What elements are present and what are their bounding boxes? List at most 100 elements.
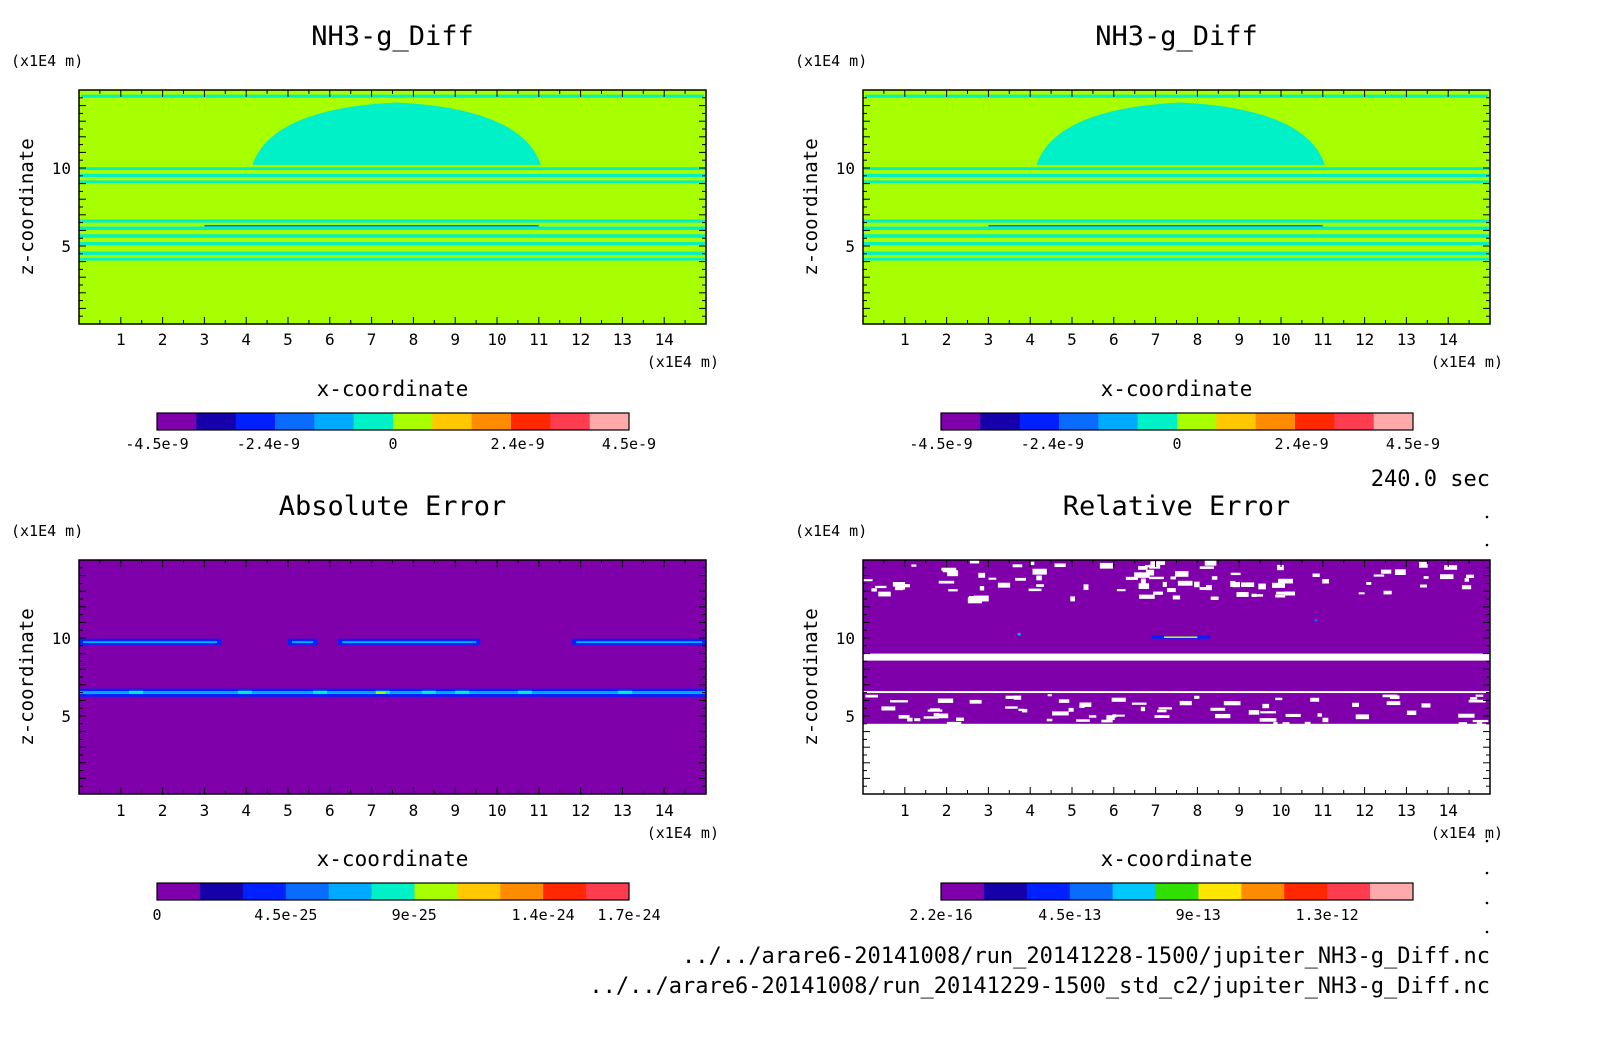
white-patch — [1352, 702, 1359, 707]
white-patch — [1389, 695, 1400, 699]
colorbar-swatch — [1255, 413, 1296, 430]
white-patch — [1068, 707, 1074, 712]
colorbar-tick-label: -4.5e-9 — [125, 435, 188, 453]
error-peak — [129, 690, 144, 694]
white-patch — [1236, 592, 1249, 597]
colorbar-swatch — [353, 413, 394, 430]
white-patch — [1058, 699, 1070, 703]
colorbar-swatch — [457, 883, 501, 900]
colorbar-tick-label: 2.4e-9 — [1275, 435, 1329, 453]
white-patch — [1475, 694, 1484, 697]
field-background — [79, 560, 706, 794]
x-tick-label: 13 — [613, 330, 632, 349]
white-patch — [875, 585, 887, 589]
white-patch — [1018, 708, 1024, 712]
x-tick-label: 9 — [1234, 330, 1244, 349]
white-patch — [1468, 699, 1486, 703]
white-patch — [1272, 582, 1286, 588]
white-patch — [1070, 596, 1076, 602]
margin-dot — [1485, 930, 1489, 934]
colorbar-swatch — [983, 883, 1028, 900]
x-axis-label: x-coordinate — [317, 377, 469, 401]
y-axis-label: z-coordinate — [16, 138, 38, 275]
colorbar-swatch — [199, 883, 244, 900]
colorbar-swatch — [1327, 883, 1371, 900]
y-axis-label: z-coordinate — [800, 138, 822, 275]
white-patch — [1380, 569, 1392, 574]
y-tick-label: 5 — [845, 237, 855, 256]
x-axis-label: x-coordinate — [317, 847, 469, 871]
white-patch — [1230, 572, 1241, 576]
white-patch — [1406, 710, 1417, 715]
x-tick-label: 3 — [984, 801, 994, 820]
white-patch — [1254, 594, 1264, 597]
colorbar-tick-label: 1.7e-24 — [597, 906, 660, 924]
colorbar-swatch — [1026, 883, 1071, 900]
x-tick-label: 6 — [325, 330, 335, 349]
colorbar-swatch — [314, 413, 355, 430]
white-patch — [1355, 714, 1370, 720]
white-patch — [1262, 703, 1270, 709]
error-peak — [517, 690, 532, 694]
white-patch — [1112, 714, 1125, 717]
white-patch — [1153, 591, 1163, 595]
colorbar-tick-label: 0 — [152, 906, 161, 924]
x-tick-label: 1 — [900, 330, 910, 349]
white-patch — [979, 586, 985, 591]
white-patch — [1116, 589, 1126, 592]
white-patch — [1140, 706, 1146, 712]
white-patch — [1206, 585, 1212, 591]
white-patch — [1111, 697, 1126, 702]
x-tick-label: 4 — [241, 330, 251, 349]
colorbar-swatch — [1137, 413, 1178, 430]
white-patch — [1175, 571, 1189, 577]
white-patch — [1012, 564, 1023, 568]
white-patch — [1101, 719, 1113, 723]
colorbar-tick-label: 1.3e-12 — [1295, 906, 1358, 924]
white-patch — [1461, 585, 1472, 590]
white-patch — [1465, 574, 1474, 578]
x-tick-label: 4 — [1025, 330, 1035, 349]
white-patch — [1054, 563, 1066, 568]
white-patch — [1194, 581, 1200, 588]
white-patch — [1015, 577, 1027, 581]
y-axis-label: z-coordinate — [16, 608, 38, 745]
x-tick-label: 11 — [1313, 801, 1332, 820]
white-patch — [1458, 722, 1468, 726]
x-axis-unit: (x1E4 m) — [1431, 824, 1503, 842]
x-tick-label: 7 — [367, 330, 377, 349]
white-patch — [1383, 590, 1392, 595]
white-patch — [956, 717, 964, 722]
colorbar-swatch — [980, 413, 1021, 430]
cyan-dome — [1036, 102, 1325, 165]
colorbar-swatch — [1295, 413, 1335, 430]
white-patch — [923, 716, 939, 719]
colorbar-swatch — [393, 413, 433, 430]
cyan-band — [863, 242, 1490, 246]
white-patch — [1125, 576, 1138, 580]
white-patch — [865, 694, 879, 698]
white-patch — [903, 584, 910, 588]
white-patch — [1157, 709, 1167, 713]
time-label: 240.0 sec — [1371, 467, 1490, 492]
white-patch — [1199, 586, 1208, 590]
white-patch — [1259, 718, 1277, 722]
x-tick-label: 8 — [409, 801, 419, 820]
x-tick-label: 12 — [1355, 330, 1374, 349]
white-patch — [1194, 695, 1200, 699]
file-path-line: ../../arare6-20141008/run_20141229-1500_… — [589, 974, 1490, 999]
y-tick-label: 10 — [836, 159, 855, 178]
chart-title: NH3-g_Diff — [1095, 21, 1258, 52]
x-tick-label: 2 — [942, 330, 952, 349]
error-peak — [313, 690, 328, 694]
purple-region — [863, 560, 1490, 724]
white-patch — [1312, 573, 1320, 577]
white-patch — [1251, 593, 1257, 597]
white-patch — [1021, 708, 1028, 713]
x-tick-label: 4 — [1025, 801, 1035, 820]
white-patch — [1366, 582, 1372, 585]
white-patch — [938, 713, 949, 719]
error-feature — [1017, 633, 1021, 636]
chart-title: Absolute Error — [279, 491, 507, 522]
white-patch — [1248, 710, 1260, 715]
